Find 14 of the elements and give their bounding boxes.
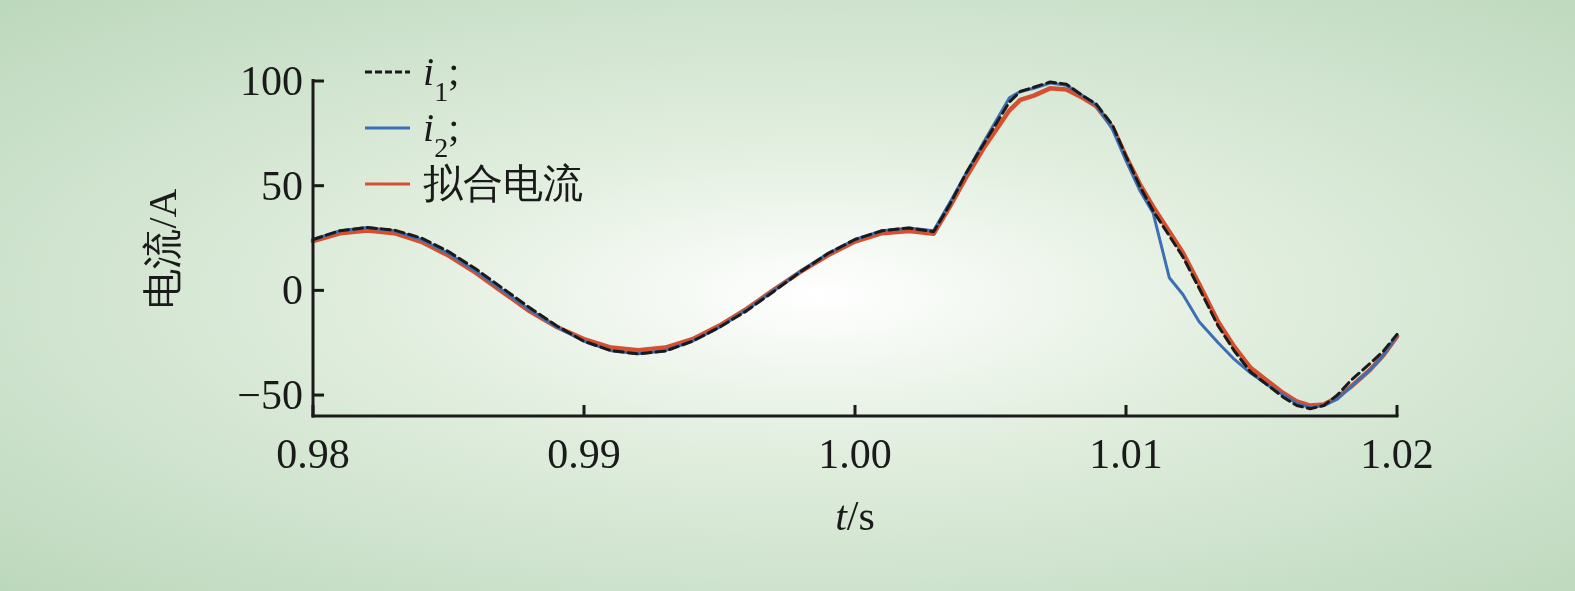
legend-label: i$_{1}$;	[423, 49, 460, 107]
x-tick-label: 0.99	[547, 431, 621, 477]
y-tick-label: 50	[261, 162, 303, 209]
x-tick-label: 0.98	[276, 431, 350, 477]
legend-label: 拟合电流	[423, 161, 583, 206]
y-axis-title: 电流/A	[140, 188, 185, 309]
x-axis-title: t/s	[835, 493, 875, 539]
x-tick-label: 1.00	[818, 431, 892, 477]
y-tick-label: −50	[237, 372, 303, 419]
x-tick-label: 1.02	[1360, 431, 1434, 477]
x-tick-label: 1.01	[1089, 431, 1163, 477]
y-tick-label: 100	[240, 58, 303, 104]
y-tick-label: 0	[282, 267, 303, 314]
legend-label: i$_{2}$;	[423, 105, 460, 163]
